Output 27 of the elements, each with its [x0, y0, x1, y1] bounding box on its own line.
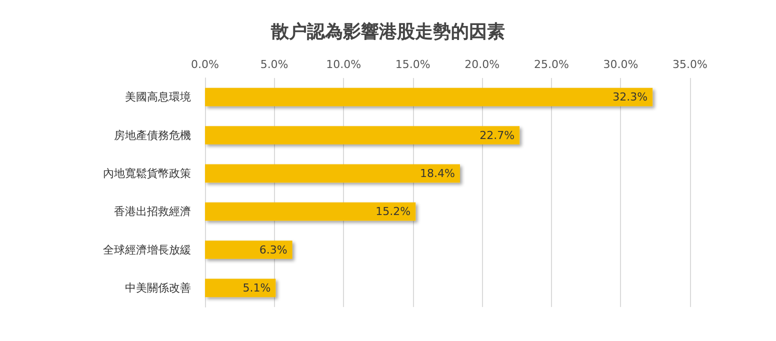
x-tick-label: 5.0%: [260, 58, 288, 71]
y-tick-label: 房地產債務危機: [114, 128, 191, 142]
bar: [205, 240, 292, 259]
x-tick-label: 10.0%: [326, 58, 362, 71]
x-tick-label: 25.0%: [534, 58, 569, 71]
data-label: 18.4%: [420, 166, 455, 180]
data-label: 32.3%: [612, 90, 648, 104]
data-label: 15.2%: [376, 205, 411, 218]
y-tick-label: 內地寬鬆貨幣政策: [103, 166, 191, 180]
data-label: 22.7%: [480, 128, 515, 142]
x-tick-label: 20.0%: [464, 58, 500, 71]
y-tick-label: 中美關係改善: [125, 281, 191, 294]
x-tick-label: 0.0%: [191, 58, 219, 71]
data-label: 6.3%: [259, 243, 288, 256]
y-tick-label: 全球經濟增長放緩: [103, 243, 191, 256]
chart-title: 散户認為影響港股走勢的因素: [270, 22, 505, 42]
bar: [205, 278, 276, 298]
y-tick-label: 香港出招救經濟: [114, 205, 191, 218]
bar: [205, 164, 460, 183]
y-tick-label: 美國高息環境: [125, 90, 191, 104]
x-tick-label: 35.0%: [672, 58, 708, 71]
bar: [205, 202, 416, 221]
bar: [205, 126, 520, 144]
x-tick-label: 15.0%: [395, 58, 430, 71]
data-label: 5.1%: [242, 281, 271, 294]
bar: [205, 88, 653, 106]
x-tick-label: 30.0%: [603, 58, 638, 71]
